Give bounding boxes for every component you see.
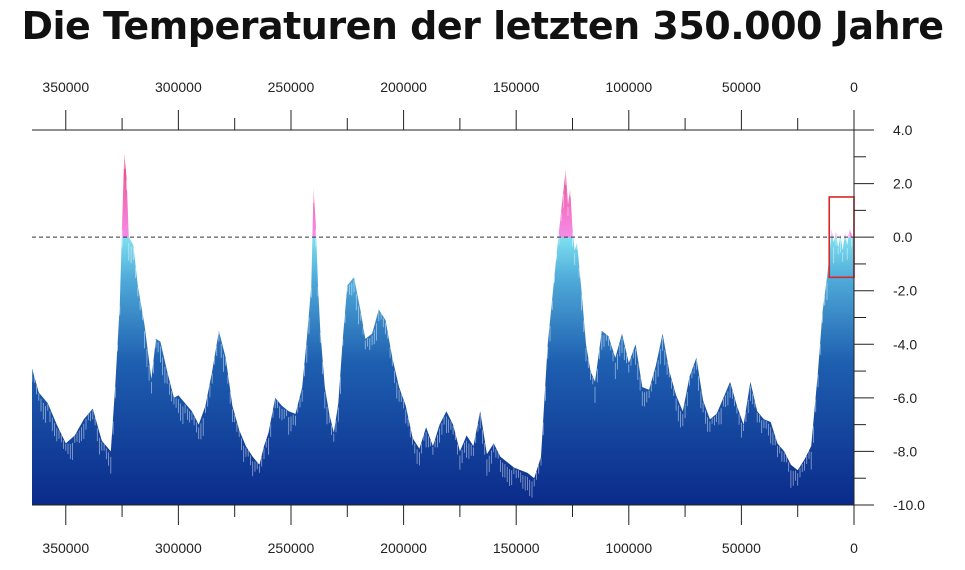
y-tick-label: 4.0 [893,122,913,138]
y-tick-label: 0.0 [893,229,913,245]
axes-layer: 350000 350000 300000 300000 250000 250000 2000… [32,79,925,556]
chart-title: Die Temperaturen der letzten 350.000 Jah… [21,4,944,48]
y-tick-label: -6.0 [893,390,917,406]
x-tick-label-bottom: 0 [850,540,858,556]
x-tick-label-bottom: 300000 [155,540,202,556]
y-tick-label: -8.0 [893,443,917,459]
temperature-area-layer [31,154,854,505]
x-tick-label-bottom: 50000 [722,540,761,556]
y-tick-label: -10.0 [893,497,925,513]
x-tick-label-top: 0 [850,79,858,95]
y-tick-label: 2.0 [893,176,913,192]
x-tick-label-bottom: 350000 [42,540,89,556]
x-tick-label-top: 50000 [722,79,761,95]
x-tick-label-top: 200000 [380,79,427,95]
x-tick-label-top: 150000 [493,79,540,95]
x-tick-label-bottom: 250000 [268,540,315,556]
x-tick-label-bottom: 200000 [380,540,427,556]
x-tick-label-top: 350000 [42,79,89,95]
x-tick-label-top: 100000 [605,79,652,95]
x-tick-label-top: 300000 [155,79,202,95]
x-tick-label-top: 250000 [268,79,315,95]
y-tick-label: -4.0 [893,336,917,352]
y-tick-label: -2.0 [893,283,917,299]
temperature-area [32,154,854,505]
x-tick-label-bottom: 100000 [605,540,652,556]
x-tick-label-bottom: 150000 [493,540,540,556]
